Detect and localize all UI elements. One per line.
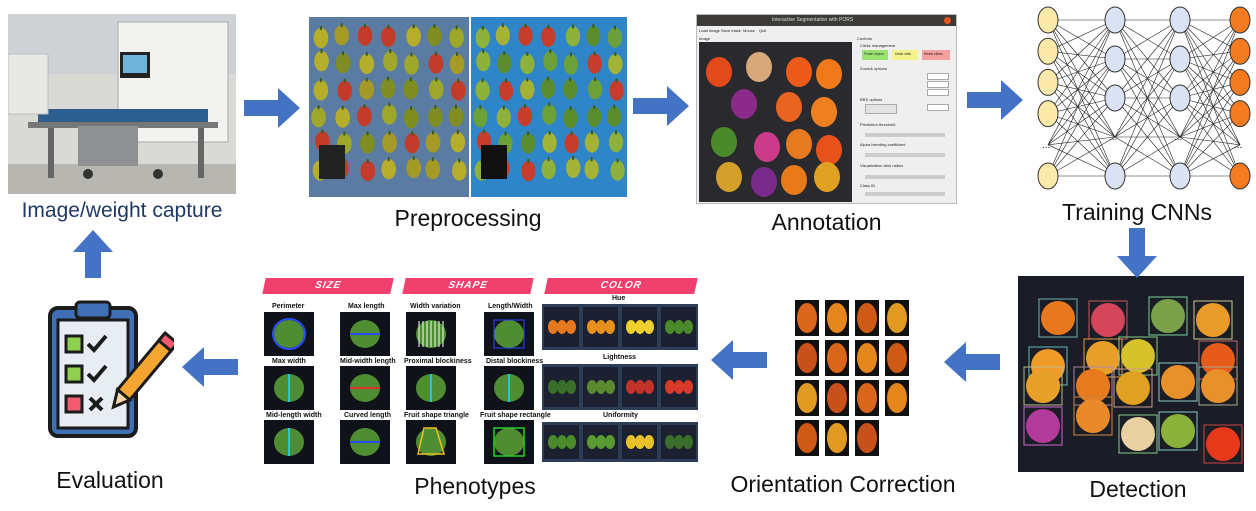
arrow-evaluation-to-capture xyxy=(73,230,113,278)
reset-clicks-label: Reset clicks xyxy=(924,52,943,56)
stage-label-evaluation: Evaluation xyxy=(56,467,164,493)
controls-label: Controls xyxy=(857,36,872,41)
menu-load[interactable]: Load image xyxy=(699,28,720,33)
radius-slider[interactable] xyxy=(865,175,945,179)
color-hue: Hue xyxy=(612,295,626,302)
phenotypes-panel: SIZE SHAPE COLOR Perimeter Max length Ma… xyxy=(250,276,700,466)
arrow-capture-to-preprocessing xyxy=(244,88,300,128)
menu-save[interactable]: Save mask xyxy=(721,28,741,33)
shape-width-variation: Width variation xyxy=(410,303,461,310)
capture-photo xyxy=(8,14,236,194)
svg-text:...: ... xyxy=(1174,132,1182,143)
banner-shape: SHAPE xyxy=(402,278,534,294)
shape-fruit-triangle: Fruit shape triangle xyxy=(404,412,469,419)
preprocessing-raw-image xyxy=(309,17,469,197)
section-class: Class ID xyxy=(860,183,876,188)
color-lightness: Lightness xyxy=(603,354,637,361)
stage-label-capture: Image/weight capture xyxy=(21,199,223,222)
size-mid-width-length: Mid-width length xyxy=(340,358,396,365)
section-alpha: Alpha blending coefficient xyxy=(860,142,906,147)
shape-distal-blockiness: Distal blockiness xyxy=(486,358,544,365)
finish-object-label: Finish object xyxy=(864,52,884,56)
detection-image xyxy=(1018,276,1244,472)
shape-fruit-rectangle: Fruit shape rectangle xyxy=(480,412,551,419)
stage-label-phenotypes: Phenotypes xyxy=(414,473,536,499)
size-perimeter: Perimeter xyxy=(272,303,305,310)
section-brs: BRS options xyxy=(860,97,883,102)
arrow-orientation-to-phenotypes xyxy=(711,340,767,380)
clipboard-checklist-icon xyxy=(44,300,174,450)
stage-label-training: Training CNNs xyxy=(1062,199,1212,225)
stage-label-preprocessing: Preprocessing xyxy=(394,205,542,231)
svg-text:...: ... xyxy=(1042,140,1050,151)
arrow-phenotypes-to-evaluation xyxy=(182,347,238,387)
undo-click-button[interactable] xyxy=(892,50,918,60)
arrow-detection-to-orientation xyxy=(944,342,1000,382)
size-max-length: Max length xyxy=(348,303,385,310)
stage-label-detection: Detection xyxy=(1089,476,1187,502)
neural-network-diagram: ............ xyxy=(1030,2,1256,194)
size-mid-length-width: Mid-length width xyxy=(266,412,322,419)
image-label: Image xyxy=(699,36,711,41)
banner-color: COLOR xyxy=(544,278,698,294)
stage-label-orientation: Orientation Correction xyxy=(730,471,956,497)
orientation-grid xyxy=(795,300,910,460)
svg-text:...: ... xyxy=(1234,140,1242,151)
shape-length-width: Length/Width xyxy=(488,303,533,310)
color-uniformity: Uniformity xyxy=(603,412,638,419)
annotation-window: Interactive Segmentation with PORS Load … xyxy=(696,14,957,204)
close-icon[interactable] xyxy=(944,17,951,24)
alpha-slider[interactable] xyxy=(865,153,945,157)
undo-click-label: Undo click xyxy=(895,52,912,56)
reset-clicks-button[interactable] xyxy=(922,50,950,60)
arrow-preprocessing-to-annotation xyxy=(633,86,689,126)
window-title: Interactive Segmentation with PORS xyxy=(772,17,854,23)
arrow-training-to-detection xyxy=(1117,228,1157,278)
class-slider[interactable] xyxy=(865,192,945,196)
svg-text:...: ... xyxy=(1109,132,1117,143)
menu-mouse[interactable]: Mouse xyxy=(743,28,756,33)
section-clicks: Clicks management xyxy=(860,43,896,48)
annotation-canvas[interactable] xyxy=(699,42,852,202)
finish-object-button[interactable] xyxy=(862,50,888,60)
banner-size: SIZE xyxy=(262,278,394,294)
section-threshold: Prediction threshold xyxy=(860,122,896,127)
size-max-width: Max width xyxy=(272,358,306,365)
stage-label-annotation: Annotation xyxy=(771,209,882,235)
menu-quit[interactable]: Quit xyxy=(759,28,767,33)
section-radius: Visualization click radius xyxy=(860,163,904,168)
size-curved-length: Curved length xyxy=(344,412,392,419)
section-zoom: Zoom& options xyxy=(860,66,887,71)
arrow-annotation-to-training xyxy=(967,80,1023,120)
threshold-slider[interactable] xyxy=(865,133,945,137)
preprocessing-corrected-image xyxy=(471,17,627,197)
shape-proximal-blockiness: Proximal blockiness xyxy=(404,358,472,365)
